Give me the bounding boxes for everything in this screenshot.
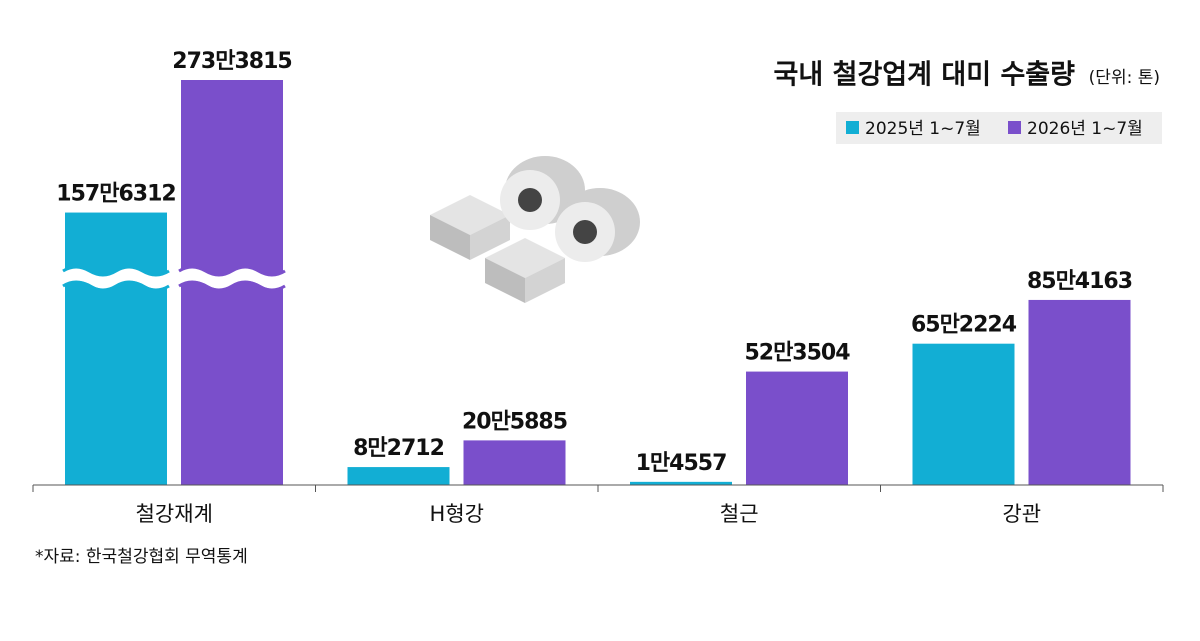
steel-illustration	[430, 156, 640, 303]
value-label: 85만4163	[1027, 269, 1132, 294]
bar	[912, 343, 1015, 485]
legend-box	[836, 112, 1162, 144]
bar	[65, 212, 167, 485]
bar	[1028, 299, 1131, 485]
x-tick-label: H형강	[430, 502, 484, 526]
axis-break-line	[62, 265, 170, 277]
bar	[746, 371, 848, 485]
chart-title: 국내 철강업계 대미 수출량	[774, 60, 1076, 91]
value-label: 20만5885	[462, 409, 567, 434]
legend-swatch	[846, 121, 859, 134]
value-label: 65만2224	[911, 313, 1017, 338]
x-tick-label: 강관	[1002, 502, 1041, 526]
value-label: 52만3504	[744, 341, 850, 366]
axis-break-line	[178, 280, 286, 292]
axis-break-line	[62, 280, 170, 292]
x-tick-label: 철강재계	[136, 502, 213, 526]
bar	[463, 440, 566, 485]
legend-swatch	[1008, 121, 1021, 134]
legend-label: 2025년 1~7월	[865, 119, 981, 139]
legend-label: 2026년 1~7월	[1027, 119, 1143, 139]
unit-note: (단위: 톤)	[1089, 68, 1160, 88]
source-note: *자료: 한국철강협회 무역통계	[35, 547, 248, 567]
bar	[347, 467, 450, 485]
value-label: 157만6312	[56, 182, 175, 207]
bar	[630, 481, 732, 485]
value-label: 273만3815	[172, 49, 291, 74]
axis-break-line	[178, 265, 286, 277]
value-label: 8만2712	[353, 436, 444, 461]
value-label: 1만4557	[636, 451, 727, 476]
x-tick-label: 철근	[720, 502, 759, 526]
